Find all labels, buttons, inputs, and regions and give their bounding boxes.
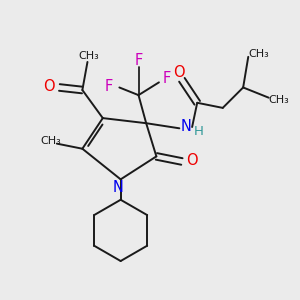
Text: O: O bbox=[173, 65, 185, 80]
Text: F: F bbox=[134, 53, 142, 68]
Text: O: O bbox=[186, 153, 198, 168]
Text: CH₃: CH₃ bbox=[78, 51, 99, 61]
Text: O: O bbox=[44, 79, 55, 94]
Text: CH₃: CH₃ bbox=[268, 95, 289, 105]
Text: N: N bbox=[180, 119, 191, 134]
Text: CH₃: CH₃ bbox=[248, 49, 269, 59]
Text: H: H bbox=[194, 125, 203, 138]
Text: F: F bbox=[105, 79, 113, 94]
Text: F: F bbox=[163, 71, 171, 86]
Text: CH₃: CH₃ bbox=[40, 136, 61, 146]
Text: N: N bbox=[112, 179, 123, 194]
